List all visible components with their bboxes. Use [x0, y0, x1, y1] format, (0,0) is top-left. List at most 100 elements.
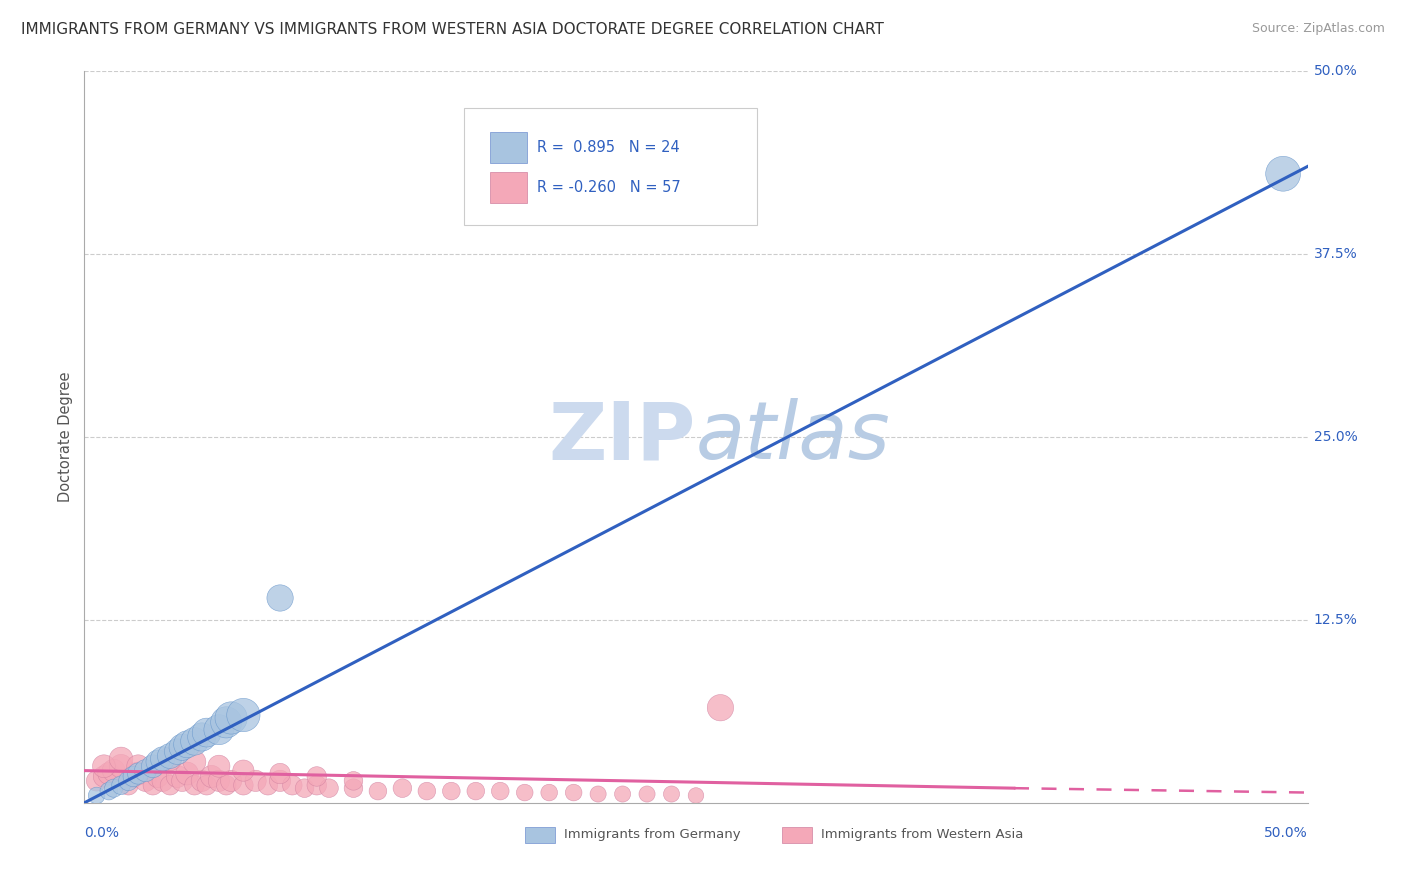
- Point: [146, 769, 169, 783]
- Point: [146, 755, 169, 769]
- Text: R = -0.260   N = 57: R = -0.260 N = 57: [537, 180, 681, 195]
- Y-axis label: Doctorate Degree: Doctorate Degree: [58, 372, 73, 502]
- Text: 25.0%: 25.0%: [1313, 430, 1357, 444]
- Point: [215, 778, 238, 792]
- Point: [117, 773, 139, 788]
- Point: [127, 766, 149, 780]
- Point: [93, 759, 115, 773]
- Point: [117, 778, 139, 792]
- Point: [538, 786, 561, 800]
- Point: [513, 786, 536, 800]
- Point: [103, 781, 125, 796]
- Point: [416, 784, 439, 798]
- Point: [562, 786, 585, 800]
- Point: [176, 766, 198, 780]
- Point: [183, 755, 205, 769]
- Text: 50.0%: 50.0%: [1313, 64, 1357, 78]
- Point: [176, 737, 198, 751]
- Point: [110, 752, 132, 766]
- Point: [135, 773, 157, 788]
- Point: [93, 769, 115, 783]
- Point: [208, 773, 231, 788]
- Point: [305, 769, 328, 783]
- Point: [685, 789, 707, 803]
- Text: IMMIGRANTS FROM GERMANY VS IMMIGRANTS FROM WESTERN ASIA DOCTORATE DEGREE CORRELA: IMMIGRANTS FROM GERMANY VS IMMIGRANTS FR…: [21, 22, 884, 37]
- Point: [391, 781, 413, 796]
- Text: Immigrants from Germany: Immigrants from Germany: [564, 829, 741, 841]
- Point: [127, 759, 149, 773]
- Bar: [782, 827, 813, 843]
- Point: [191, 773, 214, 788]
- Point: [232, 778, 254, 792]
- Point: [195, 725, 218, 739]
- Point: [122, 769, 145, 783]
- Point: [172, 773, 194, 788]
- Point: [191, 730, 214, 744]
- Point: [142, 778, 165, 792]
- Point: [159, 752, 181, 766]
- Point: [183, 734, 205, 748]
- Point: [110, 778, 132, 792]
- Point: [152, 773, 174, 788]
- FancyBboxPatch shape: [464, 108, 758, 225]
- Point: [464, 784, 486, 798]
- Point: [172, 740, 194, 755]
- Point: [103, 764, 125, 778]
- Point: [166, 745, 188, 759]
- Text: 37.5%: 37.5%: [1313, 247, 1357, 261]
- Text: Immigrants from Western Asia: Immigrants from Western Asia: [821, 829, 1024, 841]
- Point: [127, 766, 149, 780]
- Point: [208, 723, 231, 737]
- Text: R =  0.895   N = 24: R = 0.895 N = 24: [537, 140, 679, 155]
- Point: [208, 759, 231, 773]
- Point: [122, 769, 145, 783]
- Point: [219, 773, 242, 788]
- Point: [86, 773, 108, 788]
- Point: [305, 778, 328, 792]
- Point: [342, 781, 364, 796]
- Point: [152, 752, 174, 766]
- Point: [318, 781, 340, 796]
- Text: atlas: atlas: [696, 398, 891, 476]
- Point: [342, 773, 364, 788]
- Point: [489, 784, 512, 798]
- Point: [166, 769, 188, 783]
- Point: [440, 784, 463, 798]
- Point: [1272, 167, 1295, 181]
- Point: [367, 784, 389, 798]
- Point: [183, 778, 205, 792]
- Point: [159, 749, 181, 764]
- Point: [709, 700, 731, 714]
- Point: [195, 778, 218, 792]
- Point: [110, 759, 132, 773]
- Point: [97, 766, 120, 780]
- Bar: [524, 827, 555, 843]
- Point: [232, 764, 254, 778]
- Point: [232, 708, 254, 723]
- Point: [612, 787, 634, 801]
- Text: Source: ZipAtlas.com: Source: ZipAtlas.com: [1251, 22, 1385, 36]
- Point: [269, 591, 291, 605]
- Point: [257, 778, 280, 792]
- Text: ZIP: ZIP: [548, 398, 696, 476]
- Text: 12.5%: 12.5%: [1313, 613, 1358, 627]
- Text: 0.0%: 0.0%: [84, 826, 120, 840]
- Point: [281, 778, 304, 792]
- Point: [159, 778, 181, 792]
- Point: [269, 766, 291, 780]
- Point: [142, 759, 165, 773]
- Point: [294, 781, 316, 796]
- Point: [269, 773, 291, 788]
- Point: [245, 773, 267, 788]
- Bar: [491, 172, 527, 203]
- Text: 50.0%: 50.0%: [1264, 826, 1308, 840]
- Point: [135, 764, 157, 778]
- Point: [661, 787, 683, 801]
- Bar: [491, 132, 527, 163]
- Point: [219, 711, 242, 725]
- Point: [200, 769, 222, 783]
- Point: [586, 787, 609, 801]
- Point: [86, 789, 108, 803]
- Point: [636, 787, 658, 801]
- Point: [215, 715, 238, 730]
